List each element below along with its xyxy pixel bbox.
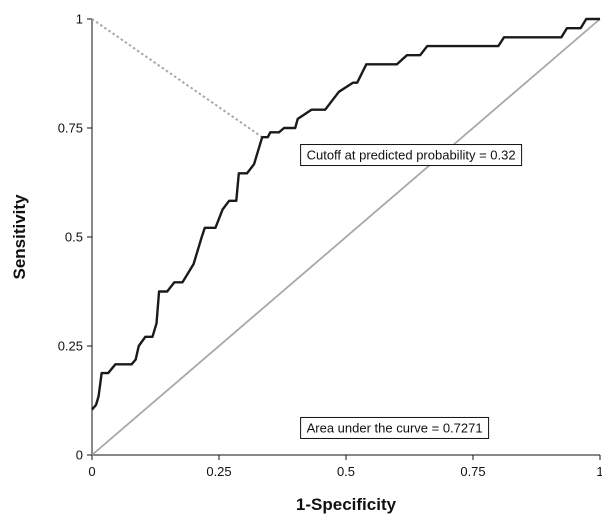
series-layer [91, 17, 601, 456]
y-tick-label: 0.75 [58, 121, 83, 136]
annotation-text: Cutoff at predicted probability = 0.32 [307, 148, 516, 163]
x-tick-label: 0 [88, 464, 95, 479]
x-axis-title: 1-Specificity [296, 495, 397, 514]
series-line-roc-curve [91, 17, 600, 411]
annotation-box: Area under the curve = 0.7271 [300, 416, 490, 439]
x-tick-label: 0.25 [206, 464, 231, 479]
x-tick-label: 0.5 [337, 464, 355, 479]
series-line-reference-diagonal [91, 18, 601, 456]
annotation-box: Cutoff at predicted probability = 0.32 [300, 144, 523, 167]
x-tick-label: 0.75 [460, 464, 485, 479]
ticks-layer: 0 0.25 0.5 0.75 1 0 0.25 0.5 0.75 1 [58, 12, 602, 480]
y-tick-label: 0.25 [58, 339, 83, 354]
x-tick-label: 1 [596, 464, 602, 479]
annotations-layer: Cutoff at predicted probability = 0.32 Ar… [300, 144, 523, 439]
annotation-box-border [300, 144, 523, 167]
annotation-text: Area under the curve = 0.7271 [307, 420, 483, 435]
y-tick-label: 0.5 [65, 230, 83, 245]
y-tick-label: 0 [76, 448, 83, 463]
y-axis-title: Sensitivity [10, 194, 29, 280]
annotation-box-border [300, 416, 490, 439]
series-line-cutoff-guide [91, 18, 263, 138]
y-tick-label: 1 [76, 12, 83, 27]
